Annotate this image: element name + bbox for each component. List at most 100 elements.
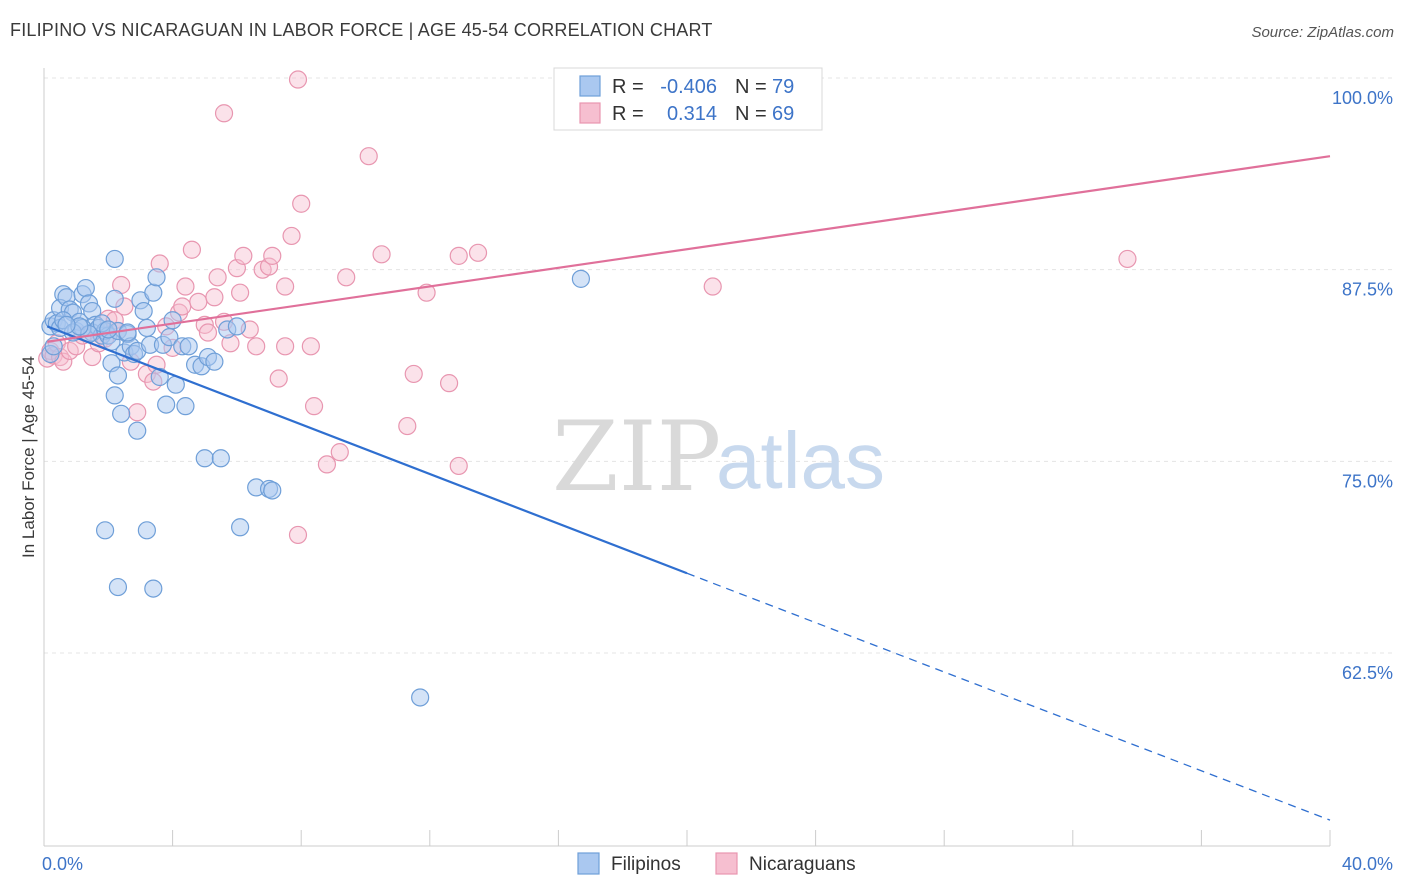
nicaraguans-point-18 (128, 403, 147, 422)
y-tick-label-2: 75.0% (1342, 471, 1393, 491)
y-tick-label-3: 62.5% (1342, 663, 1393, 683)
filipinos-point-64 (95, 521, 115, 540)
nicaraguans-point-32 (205, 288, 224, 307)
nicaraguans-point-54 (359, 147, 378, 166)
nicaraguans-point-27 (176, 277, 195, 296)
legend-n-label-filipinos: N = (735, 76, 767, 98)
nicaraguans-point-59 (439, 374, 459, 393)
nicaraguans-point-33 (208, 268, 227, 287)
legend-swatch-filipinos (579, 75, 601, 97)
nicaraguans-point-42 (259, 257, 279, 276)
filipinos-point-28 (108, 366, 128, 385)
nicaraguans-point-55 (372, 245, 391, 264)
filipinos-point-26 (105, 386, 124, 405)
bottom-legend-swatch-filipinos (577, 852, 600, 875)
filipinos-point-77 (99, 320, 118, 339)
filipinos-point-68 (571, 269, 591, 288)
filipinos-point-27 (112, 404, 131, 423)
legend-r-value-nicaraguans: 0.314 (667, 103, 717, 125)
watermark-zip: ZIP (552, 401, 721, 513)
filipinos-point-41 (150, 367, 169, 387)
filipinos-point-49 (179, 337, 198, 356)
nicaraguans-point-61 (449, 246, 468, 265)
nicaraguans-point-53 (337, 268, 356, 287)
y-axis-label: In Labor Force | Age 45-54 (19, 356, 38, 558)
filipinos-point-61 (263, 481, 282, 500)
filipinos-point-23 (105, 289, 124, 308)
grid-lines (44, 77, 1392, 654)
nicaraguans-point-48 (292, 194, 311, 213)
nicaraguans-point-57 (404, 364, 423, 384)
filipinos-point-35 (134, 301, 153, 321)
nicaraguans-point-62 (468, 243, 488, 262)
nicaraguans-point-56 (398, 416, 417, 436)
filipinos-point-13 (76, 278, 95, 298)
nicaraguans-point-28 (182, 240, 201, 259)
legend-n-label-nicaraguans: N = (735, 103, 767, 125)
filipinos-point-67 (411, 688, 430, 707)
x-tick-labels: 0.0% 40.0% (42, 854, 1393, 874)
watermark-atlas: atlas (716, 416, 885, 505)
bottom-legend-swatch-nicaraguans (715, 852, 738, 875)
filipinos-trend-extension (686, 572, 1331, 821)
nicaraguans-point-64 (1118, 249, 1137, 269)
filipinos-point-55 (227, 317, 246, 336)
filipinos-point-58 (211, 449, 230, 468)
x-axis-ticks (172, 830, 1331, 846)
filipinos-point-75 (118, 323, 137, 342)
nicaraguans-point-51 (317, 455, 337, 474)
nicaraguans-point-47 (282, 226, 301, 246)
nicaraguans-point-68 (288, 525, 308, 545)
filipinos-point-57 (195, 449, 214, 468)
nicaraguans-point-50 (304, 397, 324, 416)
legend-swatch-nicaraguans (579, 102, 601, 124)
filipinos-point-43 (157, 395, 176, 414)
filipinos-point-39 (147, 268, 166, 287)
nicaraguans-point-49 (301, 337, 320, 356)
nicaraguans-point-65 (288, 70, 308, 89)
legend-n-value-filipinos: 79 (772, 76, 794, 98)
nicaraguans-point-45 (276, 337, 295, 356)
filipinos-point-48 (176, 397, 195, 416)
filipinos-point-38 (144, 283, 163, 302)
bottom-legend-label-nicaraguans: Nicaraguans (749, 854, 856, 875)
nicaraguans-point-52 (330, 443, 349, 462)
bottom-legend: Filipinos Nicaraguans (577, 852, 856, 875)
filipinos-point-45 (163, 311, 182, 330)
filipinos-point-53 (205, 352, 224, 371)
filipinos-point-65 (108, 577, 128, 597)
filipinos-point-62 (231, 518, 250, 537)
nicaraguans-point-66 (214, 104, 234, 123)
chart-title: FILIPINO VS NICARAGUAN IN LABOR FORCE | … (10, 20, 713, 40)
nicaraguans-point-29 (189, 292, 208, 311)
filipinos-point-56 (128, 421, 147, 440)
nicaraguans-point-43 (263, 246, 282, 265)
nicaraguans-point-40 (247, 337, 266, 356)
nicaraguans-point-60 (449, 456, 468, 476)
filipinos-points (41, 249, 591, 707)
x-tick-label-1: 40.0% (1342, 854, 1393, 874)
y-tick-label-1: 87.5% (1342, 280, 1393, 300)
stats-legend: R = -0.406 N = 79 R = 0.314 N = 69 (553, 67, 823, 131)
nicaraguans-point-44 (269, 369, 288, 388)
filipinos-point-63 (137, 521, 156, 540)
legend-r-label-nicaraguans: R = (612, 103, 644, 125)
nicaraguans-point-37 (234, 246, 253, 265)
y-tick-label-0: 100.0% (1332, 88, 1393, 108)
nicaraguans-point-63 (703, 277, 722, 296)
nicaraguans-point-31 (198, 323, 218, 342)
filipinos-point-40 (105, 249, 124, 269)
watermark: ZIP atlas (552, 401, 885, 513)
legend-r-label-filipinos: R = (612, 76, 644, 98)
filipinos-point-66 (144, 579, 163, 598)
trend-lines (46, 155, 1331, 821)
filipinos-trend-line (46, 325, 688, 575)
x-tick-label-0: 0.0% (42, 854, 83, 874)
source-label: Source: ZipAtlas.com (1251, 24, 1394, 41)
legend-n-value-nicaraguans: 69 (772, 103, 794, 125)
nicaraguans-point-46 (276, 277, 295, 296)
nicaraguans-trend-line (47, 155, 1331, 343)
legend-r-value-filipinos: -0.406 (660, 76, 717, 98)
nicaraguans-point-38 (231, 283, 250, 302)
